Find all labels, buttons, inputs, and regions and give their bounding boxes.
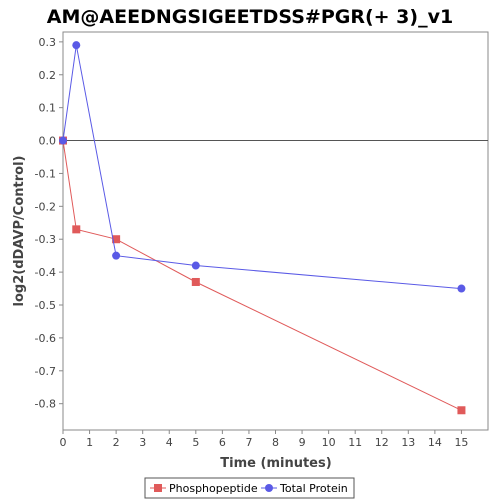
x-axis-label: Time (minutes) <box>220 456 331 471</box>
legend-phosphopeptide-marker <box>154 484 162 492</box>
y-tick-label: 0.1 <box>39 102 57 115</box>
x-tick-label: 1 <box>86 436 93 449</box>
data-point-total-protein <box>112 251 121 260</box>
x-tick-label: 4 <box>166 436 173 449</box>
y-tick-label: 0.3 <box>39 36 57 49</box>
data-point-total-protein <box>59 136 67 145</box>
data-point-total-protein <box>191 261 200 270</box>
data-point-total-protein <box>457 284 466 293</box>
x-tick-label: 6 <box>219 436 226 449</box>
legend: Phosphopeptide Total Protein <box>144 477 355 499</box>
data-point-phosphopeptide <box>191 277 200 286</box>
y-tick-label: -0.3 <box>35 233 56 246</box>
x-tick-label: 3 <box>139 436 146 449</box>
data-point-phosphopeptide <box>112 235 121 244</box>
y-tick-label: -0.8 <box>35 398 56 411</box>
y-tick-label: -0.6 <box>35 332 56 345</box>
y-axis-label: log2(dDAVP/Control) <box>12 156 27 307</box>
x-tick-label: 0 <box>60 436 67 449</box>
y-tick-label: -0.1 <box>35 167 56 180</box>
x-tick-label: 14 <box>428 436 442 449</box>
x-tick-label: 8 <box>272 436 279 449</box>
x-tick-label: 12 <box>375 436 389 449</box>
x-tick-label: 15 <box>454 436 468 449</box>
x-tick-label: 2 <box>113 436 120 449</box>
x-tick-label: 11 <box>348 436 362 449</box>
y-tick-label: 0.0 <box>39 135 57 148</box>
chart-title: AM@AEEDNGSIGEETDSS#PGR(+ 3)_v1 <box>47 6 453 28</box>
data-point-phosphopeptide <box>457 406 466 415</box>
y-tick-label: -0.7 <box>35 365 56 378</box>
data-point-total-protein <box>72 41 81 50</box>
x-tick-label: 5 <box>192 436 199 449</box>
legend-total-protein-label: Total Protein <box>279 482 348 495</box>
legend-phosphopeptide-label: Phosphopeptide <box>169 482 258 495</box>
legend-total-protein-marker <box>265 484 273 492</box>
data-point-phosphopeptide <box>72 225 81 234</box>
x-tick-label: 9 <box>299 436 306 449</box>
y-tick-label: -0.2 <box>35 200 56 213</box>
legend-box <box>144 477 355 499</box>
x-tick-label: 13 <box>401 436 415 449</box>
y-tick-label: -0.5 <box>35 299 56 312</box>
y-tick-label: -0.4 <box>35 266 56 279</box>
y-tick-label: 0.2 <box>39 69 57 82</box>
x-tick-label: 10 <box>322 436 336 449</box>
x-tick-label: 7 <box>245 436 252 449</box>
plot-area <box>62 31 489 431</box>
